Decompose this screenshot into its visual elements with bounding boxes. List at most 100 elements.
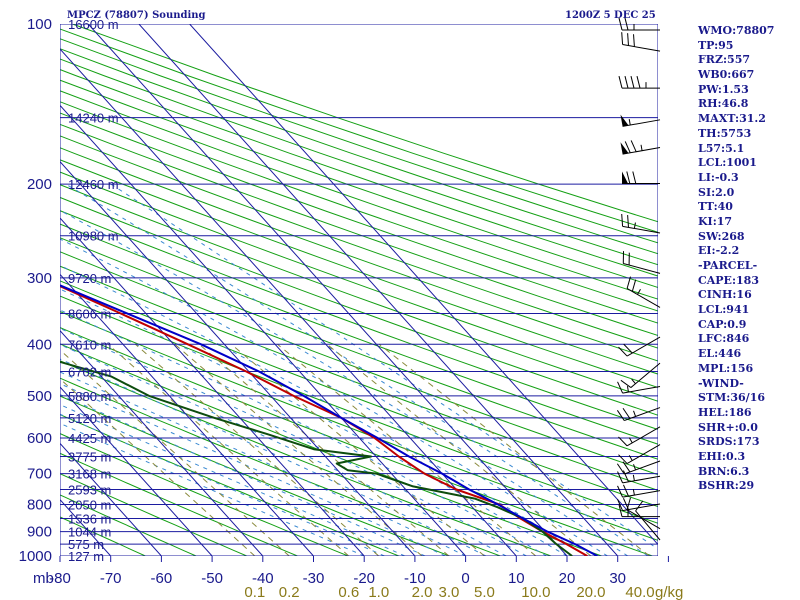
barb-staff bbox=[623, 263, 661, 274]
index-line: SHR+:0.0 bbox=[698, 420, 758, 434]
barb-full bbox=[617, 381, 624, 394]
dry-adiabat bbox=[60, 112, 658, 324]
height-label: 3775 m bbox=[68, 449, 111, 464]
barb-full bbox=[630, 140, 637, 152]
wind-barb bbox=[626, 276, 661, 308]
barb-flag bbox=[620, 142, 629, 155]
isotherm bbox=[87, 24, 568, 556]
pressure-tick-label: 1000 bbox=[19, 548, 52, 565]
index-line: CINH:16 bbox=[698, 288, 752, 302]
index-line: SW:268 bbox=[698, 229, 745, 243]
mixing-ratio-label: 1.0 bbox=[368, 584, 389, 600]
dry-adiabat bbox=[60, 123, 658, 337]
barb-full bbox=[635, 500, 644, 512]
barb-full bbox=[620, 379, 632, 388]
temperature-tick-label: -10 bbox=[404, 570, 426, 587]
height-label: 10980 m bbox=[68, 229, 119, 244]
dry-adiabat bbox=[60, 265, 658, 491]
barb-full bbox=[626, 171, 631, 184]
dry-adiabat bbox=[60, 69, 658, 277]
barb-full bbox=[626, 497, 631, 510]
mixing-ratio-line bbox=[60, 378, 256, 556]
barb-full bbox=[617, 485, 624, 498]
dry-adiabat bbox=[60, 58, 658, 266]
index-line: TT:40 bbox=[698, 200, 733, 214]
wind-barbs bbox=[616, 17, 661, 541]
barb-full bbox=[621, 213, 624, 227]
isotherm bbox=[60, 329, 264, 556]
pressure-tick-label: 200 bbox=[27, 176, 52, 193]
barb-full bbox=[627, 33, 629, 46]
dry-adiabat bbox=[60, 147, 658, 362]
barb-full bbox=[622, 407, 631, 419]
height-label: 2593 m bbox=[68, 483, 111, 498]
height-label: 9720 m bbox=[68, 271, 111, 286]
wind-barb bbox=[620, 362, 661, 388]
index-line: CAP:0.9 bbox=[698, 317, 747, 331]
index-line: SI:2.0 bbox=[698, 185, 735, 199]
moist-adiabat bbox=[60, 288, 568, 556]
barb-full bbox=[633, 34, 635, 47]
barb-full bbox=[630, 75, 635, 89]
dry-adiabat bbox=[60, 159, 658, 375]
wind-barb bbox=[618, 17, 660, 31]
wind-barb bbox=[622, 171, 660, 185]
index-line: RH:46.8 bbox=[698, 97, 749, 111]
barb-half bbox=[628, 455, 633, 461]
barb-full bbox=[636, 75, 641, 89]
isotherm bbox=[189, 24, 658, 546]
barb-full bbox=[622, 461, 631, 473]
index-line: TP:95 bbox=[698, 38, 734, 52]
index-line: SRDS:173 bbox=[698, 435, 760, 449]
mixing-ratio-label: 2.0 bbox=[412, 584, 433, 600]
index-line: EI:-2.2 bbox=[698, 244, 740, 258]
barb-staff bbox=[622, 503, 661, 512]
barb-flag bbox=[620, 114, 629, 127]
pressure-tick-label: 300 bbox=[27, 270, 52, 287]
barb-half bbox=[628, 437, 633, 444]
chart-title: MPCZ (78807) Sounding bbox=[67, 10, 206, 21]
wind-barb bbox=[618, 336, 661, 357]
isotherm bbox=[138, 24, 619, 556]
mixing-ratio-line bbox=[135, 343, 380, 556]
barb-half bbox=[633, 222, 636, 229]
mixing-ratio-label: 40.0 bbox=[625, 584, 654, 600]
index-line: BRN:6.3 bbox=[698, 464, 750, 478]
height-label: 5880 m bbox=[68, 389, 111, 404]
height-label: 2050 m bbox=[68, 497, 111, 512]
mixing-ratio-label: 5.0 bbox=[474, 584, 495, 600]
wind-barb bbox=[635, 500, 661, 541]
index-line: HEL:186 bbox=[698, 405, 752, 419]
isotherm bbox=[60, 386, 213, 556]
height-label: 12460 m bbox=[68, 177, 119, 192]
dry-adiabat bbox=[60, 280, 658, 508]
barb-staff bbox=[622, 225, 661, 234]
barb-half bbox=[633, 464, 637, 471]
dry-adiabat bbox=[60, 295, 658, 524]
barb-staff bbox=[630, 362, 661, 388]
barb-half bbox=[637, 289, 641, 295]
temperature-tick-label: -40 bbox=[252, 570, 274, 587]
plot-frame bbox=[60, 24, 658, 556]
index-line: LCL:1001 bbox=[698, 156, 757, 170]
height-label: 16600 m bbox=[68, 17, 119, 32]
barb-full bbox=[624, 141, 631, 153]
moist-adiabat bbox=[110, 183, 658, 550]
pressure-tick-label: 900 bbox=[27, 524, 52, 541]
index-line: LI:-0.3 bbox=[698, 170, 739, 184]
barb-half bbox=[631, 378, 636, 385]
barb-full bbox=[618, 17, 623, 31]
dry-adiabat bbox=[60, 101, 658, 312]
barb-full bbox=[624, 75, 629, 89]
isotherm bbox=[60, 217, 365, 556]
temperature-tick-label: -80 bbox=[49, 570, 71, 587]
wind-barb bbox=[617, 381, 661, 394]
temperature-tick-label: 30 bbox=[609, 570, 626, 587]
index-line: FRZ:557 bbox=[698, 53, 751, 67]
barb-full bbox=[616, 410, 625, 421]
dewpoint-trace bbox=[60, 360, 573, 556]
barb-full bbox=[618, 75, 623, 89]
grid bbox=[60, 24, 658, 556]
temperature-tick-label: -60 bbox=[151, 570, 173, 587]
